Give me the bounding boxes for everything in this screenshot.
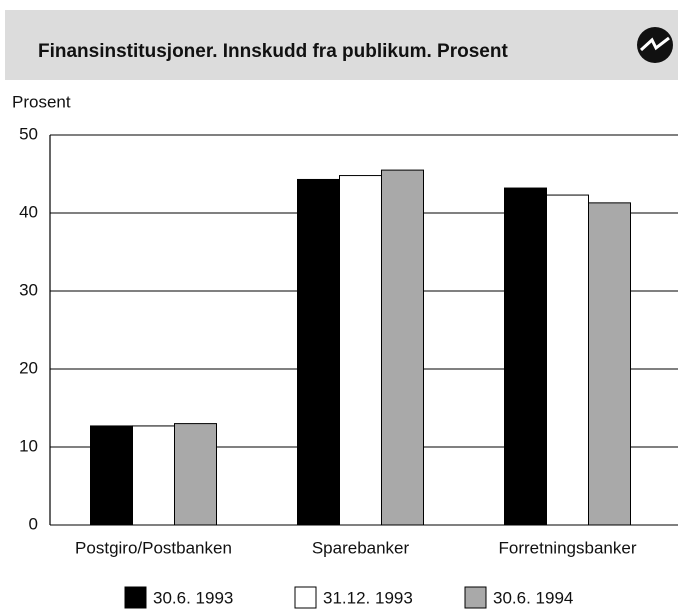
x-tick-label: Sparebanker — [312, 538, 410, 557]
bar — [339, 175, 382, 526]
bar — [90, 425, 133, 526]
y-tick-label: 30 — [19, 280, 38, 299]
legend-swatch — [464, 586, 487, 609]
bar — [504, 187, 547, 526]
title-banner — [5, 10, 678, 80]
y-axis-label: Prosent — [12, 92, 71, 111]
y-tick-label: 10 — [19, 436, 38, 455]
x-tick-label: Postgiro/Postbanken — [75, 538, 232, 557]
legend-swatch — [294, 586, 317, 609]
chart-title: Finansinstitusjoner. Innskudd fra publik… — [38, 41, 508, 62]
logo-mark — [639, 36, 670, 52]
x-tick-label: Forretningsbanker — [499, 538, 637, 557]
legend-label: 31.12. 1993 — [323, 588, 413, 607]
legend-swatch — [124, 586, 147, 609]
bar — [381, 169, 424, 526]
y-tick-label: 0 — [29, 514, 38, 533]
bar — [546, 194, 589, 526]
legend-label: 30.6. 1994 — [493, 588, 573, 607]
y-tick-label: 20 — [19, 358, 38, 377]
bar — [132, 425, 175, 526]
bar — [588, 202, 631, 526]
bar — [174, 423, 217, 526]
y-tick-label: 40 — [19, 202, 38, 221]
legend-label: 30.6. 1993 — [153, 588, 233, 607]
bar — [297, 178, 340, 526]
y-tick-label: 50 — [19, 124, 38, 143]
